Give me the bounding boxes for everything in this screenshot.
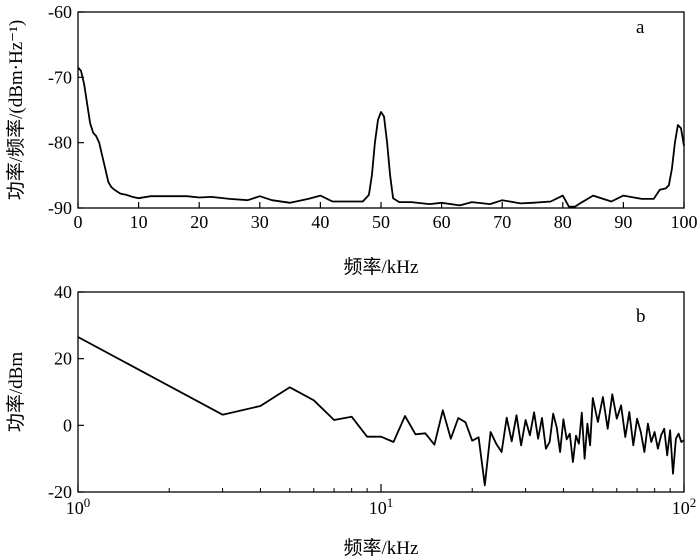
panel-a-series-line <box>77 66 685 208</box>
panel-b-y-tick-label: -20 <box>48 482 72 502</box>
panel-a-x-tick-label: 100 <box>671 212 698 232</box>
panel-a-y-tick-label: -80 <box>48 133 72 153</box>
panel-a-y-axis-label: 功率/频率/(dBm·Hz⁻¹) <box>5 20 27 200</box>
panel-a-x-tick-label: 70 <box>493 212 511 232</box>
panel-b-x-ticks: 100 101 102 <box>66 484 697 518</box>
panel-a-x-tick-label: 30 <box>251 212 269 232</box>
panel-b-x-axis-label: 频率/kHz <box>344 537 419 559</box>
panel-b-y-tick-label: 20 <box>54 349 72 369</box>
panel-a-x-tick-label: 10 <box>130 212 148 232</box>
panel-a: 0 10 20 30 40 50 60 70 80 90 100 -90 -80 -70 -60 a 频率… <box>5 2 698 278</box>
panel-a-letter: a <box>636 17 645 38</box>
panel-b-x-tick-label: 100 <box>66 495 91 518</box>
panel-b-y-tick-label: 0 <box>63 415 72 435</box>
panel-b-x-tick-label: 102 <box>672 495 697 518</box>
panel-a-x-axis-label: 频率/kHz <box>344 256 419 278</box>
panel-a-x-ticks: 0 10 20 30 40 50 60 70 80 90 100 <box>74 202 698 232</box>
panel-a-x-tick-label: 80 <box>554 212 572 232</box>
panel-b-series-line <box>77 336 685 487</box>
panel-a-y-tick-label: -90 <box>48 198 72 218</box>
panel-a-y-tick-label: -70 <box>48 67 72 87</box>
panel-b-y-axis-label: 功率/dBm <box>5 352 27 432</box>
panel-a-x-tick-label: 60 <box>433 212 451 232</box>
panel-a-y-tick-label: -60 <box>48 2 72 22</box>
panel-b-y-ticks: -20 0 20 40 <box>48 282 84 502</box>
panel-a-x-tick-label: 20 <box>190 212 208 232</box>
panel-a-y-ticks: -90 -80 -70 -60 <box>48 2 84 218</box>
panel-a-x-tick-label: 0 <box>74 212 83 232</box>
panel-a-x-tick-label: 50 <box>372 212 390 232</box>
panel-b-y-tick-label: 40 <box>54 282 72 302</box>
panel-b-letter: b <box>636 306 646 327</box>
panel-a-frame <box>77 11 685 209</box>
panel-a-x-tick-label: 90 <box>614 212 632 232</box>
panel-b-x-tick-label: 101 <box>369 495 394 518</box>
panel-a-x-tick-label: 40 <box>311 212 329 232</box>
panel-b: 100 101 102 -20 0 20 40 b 频率/kHz 功率/dBm <box>5 282 696 559</box>
panel-b-frame <box>77 291 685 493</box>
